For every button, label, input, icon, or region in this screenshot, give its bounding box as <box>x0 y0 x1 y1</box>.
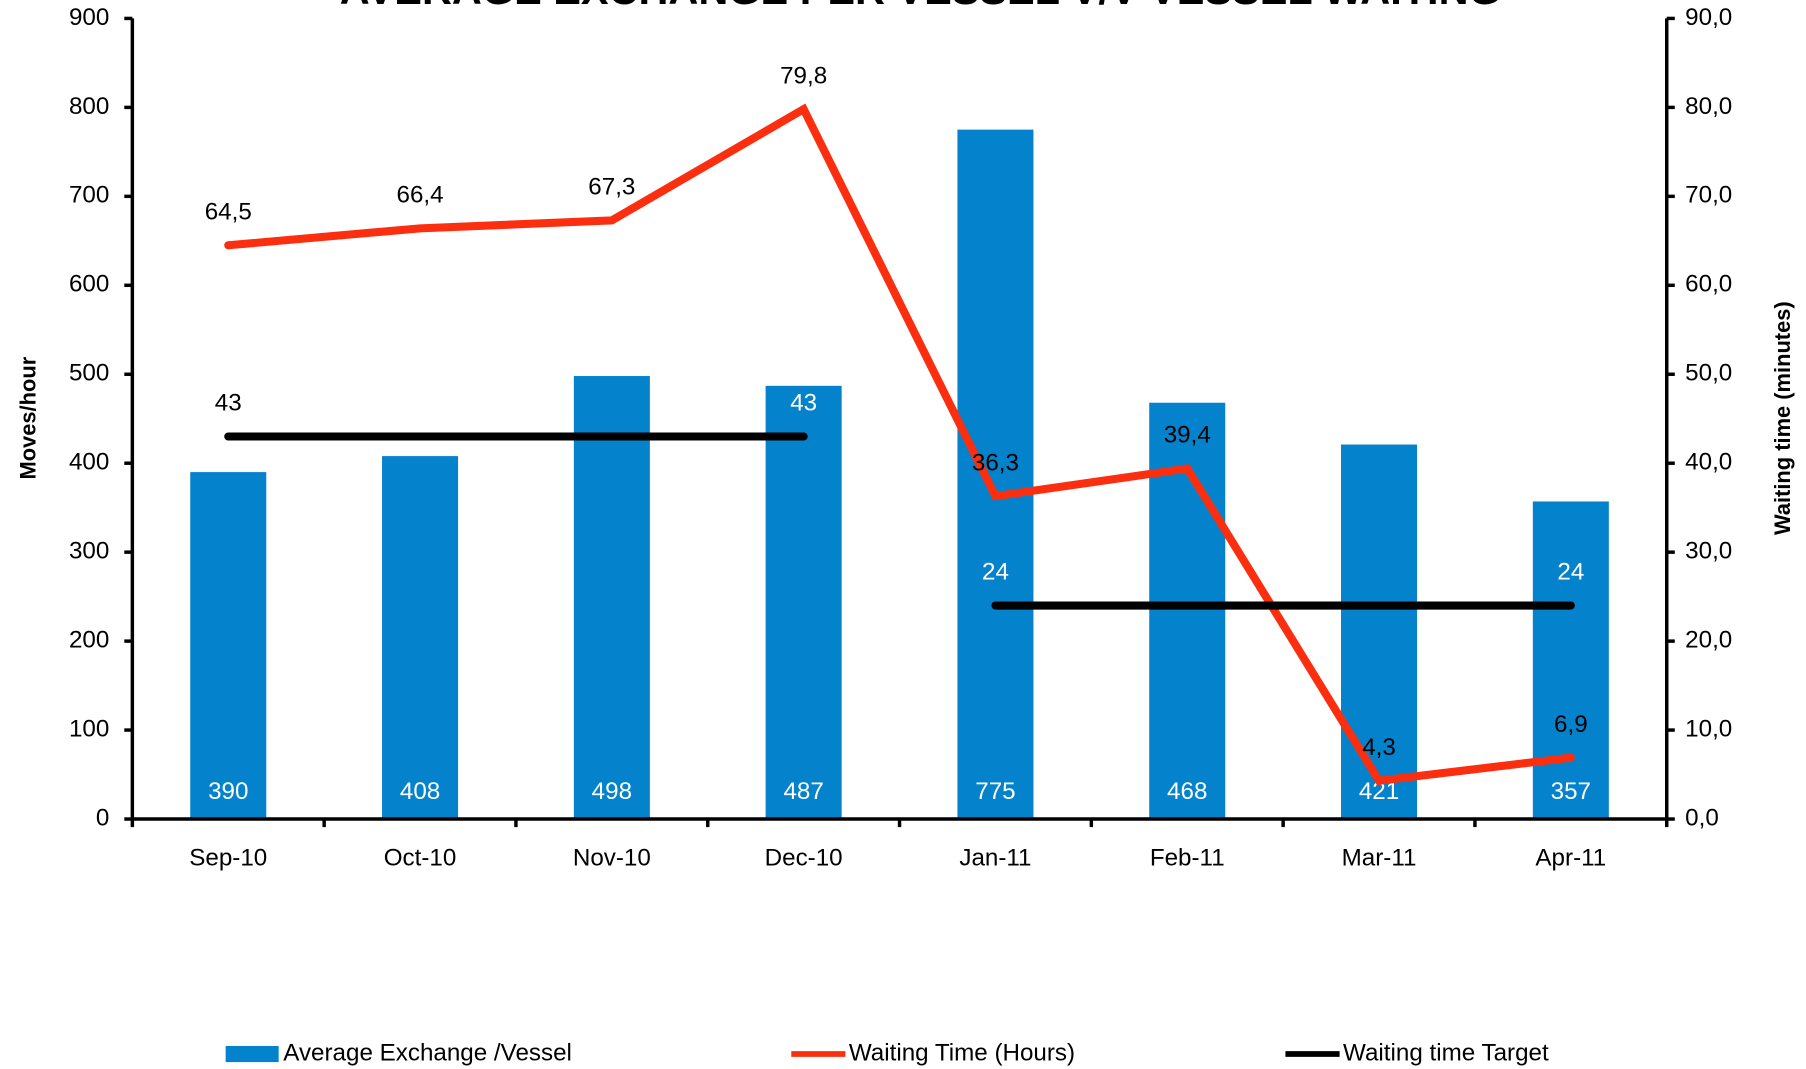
bar <box>1532 501 1609 820</box>
x-tick-label: Mar-11 <box>1342 845 1417 872</box>
x-tick-label: Nov-10 <box>573 845 651 872</box>
y2-axis-title: Waiting time (minutes) <box>1770 301 1795 535</box>
line-value-label: 43 <box>790 390 817 417</box>
line-value-label: 24 <box>1557 559 1584 586</box>
line-value-label: 36,3 <box>972 449 1019 476</box>
y2-tick-label: 40,0 <box>1685 449 1732 476</box>
legend-label: Average Exchange /Vessel <box>283 1039 572 1066</box>
chart-title: AVERAGE EXCHANGE PER VESSEL V/V VESSEL W… <box>340 0 1501 13</box>
bar <box>190 472 267 820</box>
legend-label: Waiting time Target <box>1343 1039 1549 1066</box>
line-value-label: 39,4 <box>1164 422 1211 449</box>
y-tick-label: 400 <box>69 449 109 476</box>
y2-tick-label: 10,0 <box>1685 715 1732 742</box>
x-tick-label: Apr-11 <box>1535 845 1606 872</box>
y2-tick-label: 80,0 <box>1685 93 1732 120</box>
y-tick-label: 800 <box>69 93 109 120</box>
line-value-label: 6,9 <box>1554 711 1588 738</box>
bar <box>1341 444 1418 820</box>
bar-value-label: 468 <box>1167 778 1207 805</box>
y-tick-label: 500 <box>69 360 109 387</box>
x-tick-label: Sep-10 <box>189 845 267 872</box>
line-value-label: 79,8 <box>780 62 827 89</box>
line-value-label: 64,5 <box>205 198 252 225</box>
bar <box>765 385 842 820</box>
y2-tick-label: 60,0 <box>1685 271 1732 298</box>
y2-tick-label: 70,0 <box>1685 182 1732 209</box>
y2-tick-label: 20,0 <box>1685 627 1732 654</box>
y-tick-label: 300 <box>69 538 109 565</box>
y2-tick-label: 90,0 <box>1685 4 1732 31</box>
legend-swatch <box>225 1045 279 1063</box>
legend-label: Waiting Time (Hours) <box>849 1039 1075 1066</box>
x-tick-label: Oct-10 <box>384 845 457 872</box>
bar-value-label: 775 <box>975 778 1015 805</box>
y-tick-label: 0 <box>96 804 109 831</box>
y-axis-title: Moves/hour <box>16 356 41 479</box>
line-value-label: 66,4 <box>397 182 444 209</box>
bar-value-label: 408 <box>400 778 440 805</box>
bar-value-label: 498 <box>592 778 632 805</box>
x-tick-label: Feb-11 <box>1150 845 1225 872</box>
y-tick-label: 600 <box>69 271 109 298</box>
y2-tick-label: 30,0 <box>1685 538 1732 565</box>
line-value-label: 67,3 <box>588 173 635 200</box>
line-value-label: 43 <box>215 390 242 417</box>
bar-value-label: 357 <box>1551 778 1591 805</box>
y-tick-label: 700 <box>69 182 109 209</box>
y-tick-label: 100 <box>69 715 109 742</box>
line-value-label: 24 <box>982 559 1009 586</box>
line-value-label: 4,3 <box>1362 734 1396 761</box>
bar-value-label: 487 <box>783 778 823 805</box>
bar-value-label: 390 <box>208 778 248 805</box>
x-tick-label: Jan-11 <box>959 845 1031 872</box>
y2-tick-label: 50,0 <box>1685 360 1732 387</box>
y2-tick-label: 0,0 <box>1685 804 1719 831</box>
bar <box>382 456 459 820</box>
bar <box>573 376 650 820</box>
x-tick-label: Dec-10 <box>765 845 843 872</box>
line-series <box>224 103 1575 786</box>
y-tick-label: 900 <box>69 4 109 31</box>
bar <box>957 129 1034 820</box>
y-tick-label: 200 <box>69 627 109 654</box>
